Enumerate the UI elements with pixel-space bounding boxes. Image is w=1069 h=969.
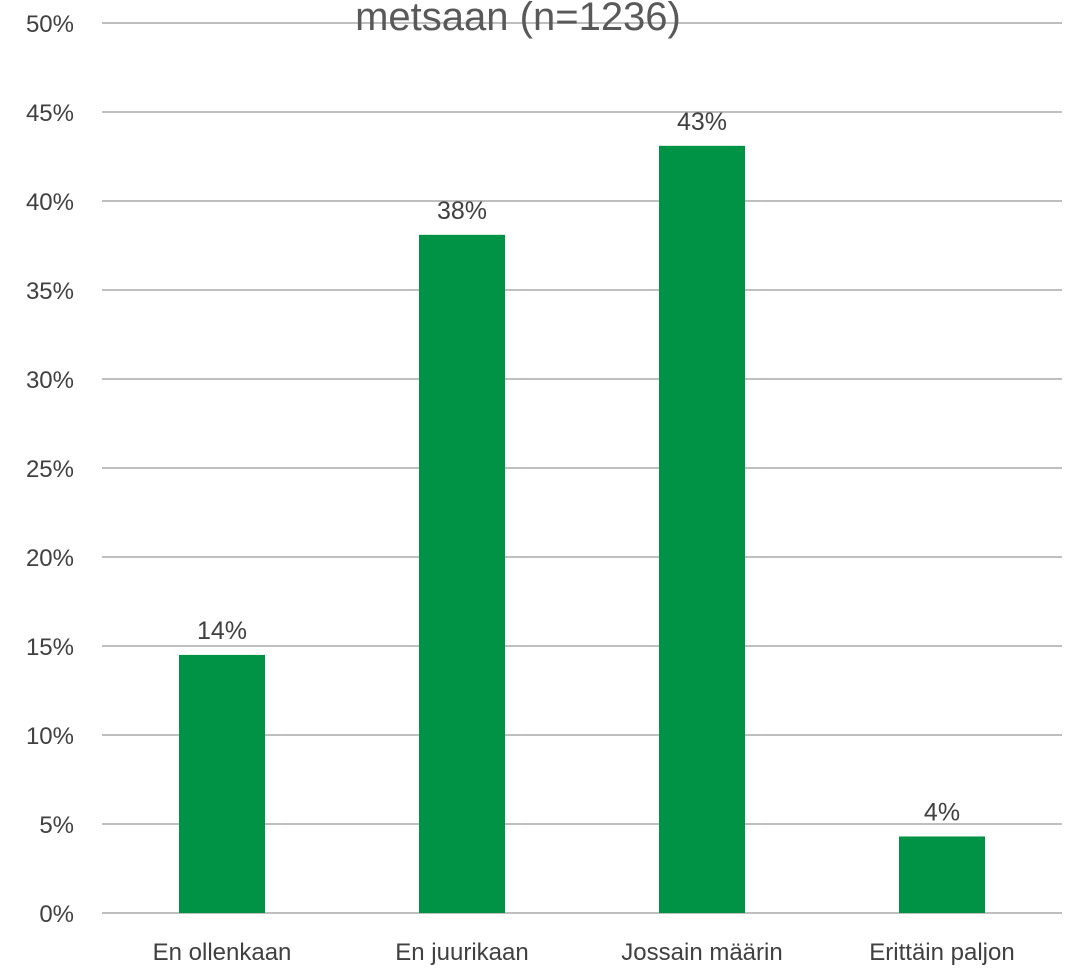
x-tick-label: En ollenkaan [153,939,292,966]
y-tick-label: 25% [26,456,74,483]
chart-title: metsaan (n=1236) [355,0,681,39]
data-labels: 14% 38% 43% 4% [197,108,960,827]
x-tick-label: Jossain määrin [621,939,782,966]
y-tick-label: 5% [39,812,74,839]
y-tick-label: 35% [26,278,74,305]
x-tick-label: En juurikaan [395,939,528,966]
y-axis: 0% 5% 10% 15% 20% 25% 30% 35% 40% 45% 50% [26,11,74,928]
data-label: 43% [677,108,727,136]
x-axis: En ollenkaan En juurikaan Jossain määrin Er… [153,939,1015,966]
bar [899,836,985,913]
bar [419,234,505,913]
data-label: 4% [924,798,960,826]
bar [659,145,745,913]
y-tick-label: 30% [26,367,74,394]
y-tick-label: 0% [39,901,74,928]
y-tick-label: 50% [26,11,74,38]
data-label: 14% [197,617,247,645]
y-tick-label: 40% [26,189,74,216]
bars [179,145,985,913]
y-tick-label: 10% [26,723,74,750]
y-tick-label: 20% [26,545,74,572]
x-tick-label: Erittäin paljon [869,939,1014,966]
y-tick-label: 15% [26,634,74,661]
bar [179,654,265,913]
y-tick-label: 45% [26,100,74,127]
data-label: 38% [437,197,487,225]
